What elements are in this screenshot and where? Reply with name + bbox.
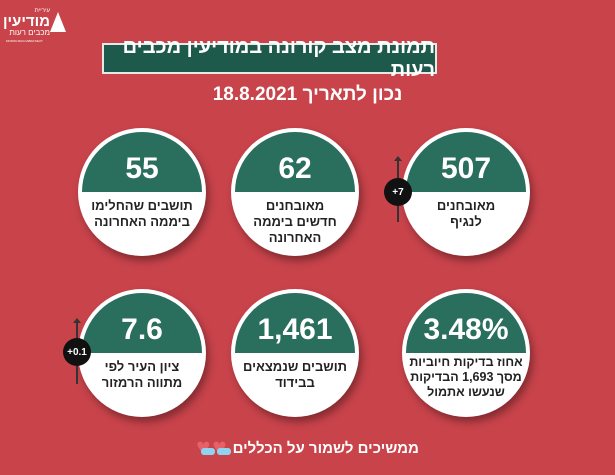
page-title: תמונת מצב קורונה במודיעין מכבים רעות (102, 36, 437, 81)
logo-text: מכבים רעות (9, 28, 50, 37)
stat-total-diagnosed: 507 מאובחנים לנגיף (402, 128, 530, 256)
stat-recovered: 55 תושבים שהחלימו ביממה האחרונה (78, 128, 206, 256)
change-badge: +0.1 (63, 338, 91, 366)
stat-isolation: 1,461 תושבים שנמצאים בבידוד (231, 289, 359, 417)
stat-value: 1,461 (235, 293, 355, 353)
logo-text: מודיעין (3, 13, 50, 30)
stat-city-score: 7.6 ציון העיר לפי מתווה הרמזור (78, 289, 206, 417)
stat-new-diagnosed: 62 מאובחנים חדשים ביממה האחרונה (231, 128, 359, 256)
footer-text: ממשיכים לשמור על הכללים (232, 439, 419, 457)
heart-mask-icon: ♥ (212, 436, 232, 460)
stat-label: מאובחנים חדשים ביממה האחרונה (253, 198, 337, 245)
stat-value: 62 (235, 132, 355, 192)
change-badge: +7 (384, 178, 412, 206)
stat-value: 7.6 (82, 293, 202, 353)
heart-mask-icon: ♥ (196, 436, 216, 460)
logo-mark (50, 12, 66, 32)
stat-label: אחוז בדיקות חיוביות מסך 1,693 הבדיקות שנעש… (409, 355, 523, 399)
stat-label: ציון העיר לפי מתווה הרמזור (101, 359, 183, 390)
stat-value: 3.48% (406, 293, 526, 353)
stat-label: תושבים שהחלימו ביממה האחרונה (91, 198, 193, 229)
stat-label: מאובחנים לנגיף (436, 198, 496, 229)
date-label: נכון לתאריך 18.8.2021 (212, 84, 403, 105)
stat-value: 55 (82, 132, 202, 192)
masked-hearts-icon: ♥ ♥ (196, 436, 232, 460)
city-logo: עיריית מודיעין מכבים רעות MODIIN MACCABI… (3, 6, 68, 43)
stat-label: תושבים שנמצאים בבידוד (243, 359, 347, 390)
logo-text: עיריית (34, 8, 50, 14)
logo-text: MODIIN MACCABIM REUT (6, 39, 43, 43)
stat-value: 507 (406, 132, 526, 192)
stat-positive-rate: 3.48% אחוז בדיקות חיוביות מסך 1,693 הבדיק… (402, 289, 530, 417)
footer: ממשיכים לשמור על הכללים ♥ ♥ (0, 436, 615, 460)
